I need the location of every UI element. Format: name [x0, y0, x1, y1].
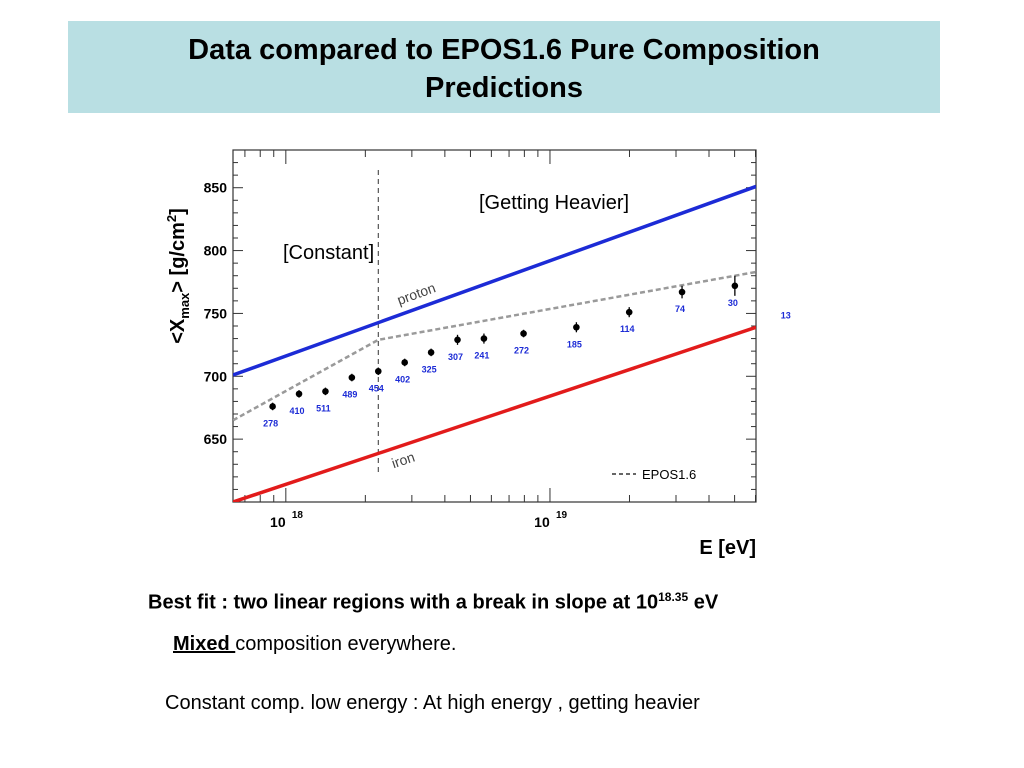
plot-area [233, 170, 791, 502]
event-count-label: 278 [263, 418, 278, 428]
data-point [480, 335, 488, 342]
data-point [678, 288, 686, 296]
x-tick-exponent: 18 [292, 510, 304, 521]
best-fit-exponent: 18.35 [658, 590, 689, 604]
y-tick-label: 850 [204, 180, 228, 196]
data-point [322, 388, 329, 395]
y-tick-label: 650 [204, 431, 228, 447]
x-tick-label: 10 [270, 514, 286, 530]
series-line-iron [233, 325, 756, 502]
y-axis-label-part: > [g/cm [167, 222, 189, 293]
event-count-label: 13 [781, 310, 791, 320]
event-count-label: 489 [342, 390, 357, 400]
y-tick-label: 800 [204, 243, 228, 259]
x-axis-label: E [eV] [699, 537, 756, 559]
data-point [520, 330, 527, 337]
best-fit-unit: eV [688, 591, 719, 614]
y-axis-label-part: 2 [164, 215, 179, 222]
y-tick-label: 700 [204, 368, 228, 384]
data-point [427, 349, 435, 356]
mixed-composition-note: Mixed composition everywhere. [173, 633, 456, 656]
page-title: Data compared to EPOS1.6 Pure Compositio… [68, 31, 940, 107]
iron-label: iron [389, 449, 416, 472]
event-count-label: 30 [728, 298, 738, 308]
event-count-label: 272 [514, 346, 529, 356]
energy-comparison-note: Constant comp. low energy : At high ener… [165, 692, 700, 714]
title-line-2: Predictions [425, 72, 583, 104]
y-tick-label: 750 [204, 305, 228, 321]
event-count-label: 402 [395, 374, 410, 384]
event-count-label: 307 [448, 352, 463, 362]
data-point [295, 390, 303, 398]
y-axis-label: <Xmax> [g/cm2] [164, 208, 192, 344]
data-point [269, 403, 276, 410]
mixed-rest: composition everywhere. [235, 633, 457, 655]
data-point [374, 367, 382, 375]
y-axis-label-part: max [177, 292, 192, 319]
data-point [348, 374, 356, 381]
mixed-word: Mixed [173, 633, 236, 655]
event-count-label: 185 [567, 339, 582, 349]
best-fit-text: Best fit : two linear regions with a bre… [148, 591, 659, 614]
title-banner: Data compared to EPOS1.6 Pure Compositio… [68, 21, 940, 113]
data-point [625, 308, 633, 316]
data-point [401, 359, 408, 366]
data-point [573, 323, 580, 331]
event-count-label: 114 [620, 324, 635, 334]
annotation-getting-heavier: [Getting Heavier] [479, 192, 629, 214]
xmax-chart: 650 700 750 800 850 10 18 10 19 E [eV] <Xmax> [g/c… [164, 149, 791, 559]
legend-label-epos: EPOS1.6 [642, 467, 696, 482]
y-axis-label-part: <X [167, 318, 189, 344]
title-line-1: Data compared to EPOS1.6 Pure Compositio… [188, 34, 820, 66]
event-count-label: 511 [316, 403, 331, 413]
event-count-label: 241 [474, 351, 489, 361]
event-count-label: 410 [290, 406, 305, 416]
data-point [454, 336, 461, 344]
data-point [731, 282, 739, 290]
annotation-constant: [Constant] [283, 242, 374, 264]
series-line-proton [233, 184, 756, 377]
x-tick-label: 10 [534, 514, 550, 530]
data-point [784, 295, 791, 302]
x-tick-exponent: 19 [556, 510, 568, 521]
event-count-label: 74 [675, 304, 685, 314]
event-count-label: 454 [369, 383, 384, 393]
best-fit-note: Best fit : two linear regions with a bre… [148, 590, 718, 615]
event-count-label: 325 [422, 364, 437, 374]
y-axis-label-part: ] [167, 208, 189, 215]
